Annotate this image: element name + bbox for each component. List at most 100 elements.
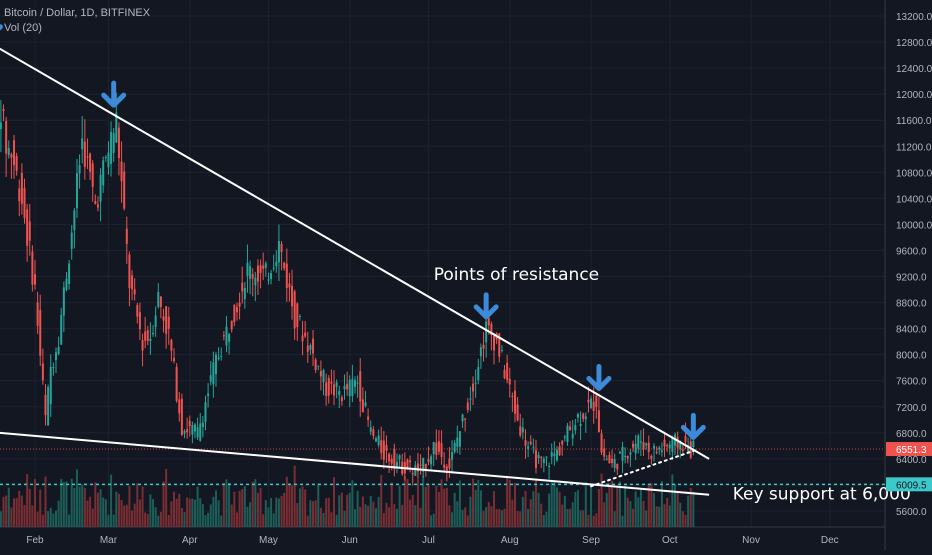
candle-body: [10, 154, 12, 157]
candle-body: [73, 210, 75, 230]
volume-bar: [317, 483, 319, 527]
candle-body: [658, 448, 660, 450]
candle-body: [493, 336, 495, 351]
candle-body: [561, 441, 563, 445]
volume-bar: [406, 479, 408, 527]
volume-bar: [472, 478, 474, 527]
volume-bar: [409, 500, 411, 527]
volume-bar: [86, 501, 88, 527]
volume-bar: [267, 508, 269, 527]
volume-bar: [572, 502, 574, 527]
candle-body: [275, 262, 277, 267]
volume-bar: [52, 514, 54, 527]
candle-body: [283, 263, 285, 268]
candle-body: [669, 445, 671, 449]
volume-indicator-label[interactable]: Vol (20): [4, 21, 150, 36]
candle-body: [170, 340, 172, 351]
volume-bar: [524, 491, 526, 527]
candle-body: [254, 278, 256, 286]
candle-body: [178, 400, 180, 414]
candle-body: [228, 334, 230, 342]
candle-body: [246, 263, 248, 276]
volume-bar: [178, 494, 180, 527]
candle-body: [144, 331, 146, 340]
candle-body: [147, 330, 149, 341]
candle-body: [257, 266, 259, 282]
volume-bar: [656, 506, 658, 527]
volume-bar: [254, 479, 256, 527]
volume-bar: [299, 488, 301, 527]
volume-bar: [181, 508, 183, 527]
candle-body: [189, 421, 191, 426]
volume-bar: [459, 480, 461, 527]
volume-bar: [643, 501, 645, 527]
volume-bar: [456, 501, 458, 527]
candle-body: [582, 413, 584, 419]
volume-bar: [417, 479, 419, 527]
candle-body: [522, 427, 524, 432]
candle-body: [682, 449, 684, 451]
volume-bar: [5, 495, 7, 527]
volume-bar: [275, 497, 277, 527]
price-tick-label: 9600.0: [896, 246, 927, 257]
price-tick-label: 5600.0: [896, 507, 927, 518]
candle-body: [349, 380, 351, 397]
volume-bar: [107, 515, 109, 527]
candle-body: [664, 440, 666, 447]
volume-bar: [535, 480, 537, 527]
price-tick-label: 10400.0: [896, 194, 932, 205]
volume-bar: [218, 500, 220, 527]
price-tick-label: 8000.0: [896, 351, 927, 362]
volume-bar: [309, 500, 311, 527]
volume-bar: [351, 480, 353, 527]
volume-bar: [561, 505, 563, 527]
candle-body: [100, 175, 102, 202]
candle-body: [566, 426, 568, 442]
candle-body: [50, 367, 52, 404]
volume-bar: [34, 479, 36, 527]
volume-bar: [8, 488, 10, 527]
candle-body: [296, 303, 298, 327]
volume-bar: [210, 504, 212, 527]
volume-bar: [73, 488, 75, 527]
candle-body: [126, 229, 128, 244]
candle-body: [123, 171, 125, 208]
candle-body: [3, 109, 5, 111]
volume-bar: [204, 515, 206, 527]
volume-bar: [152, 499, 154, 527]
volume-bar: [441, 479, 443, 527]
candle-body: [71, 233, 73, 249]
candle-body: [485, 322, 487, 343]
month-tick-label: Dec: [821, 535, 839, 546]
volume-bar: [393, 504, 395, 527]
volume-bar: [55, 511, 57, 527]
volume-bar: [173, 492, 175, 527]
candle-body: [134, 289, 136, 294]
volume-bar: [81, 484, 83, 527]
volume-bar: [115, 492, 117, 527]
candle-body: [21, 173, 23, 204]
volume-bar: [189, 499, 191, 527]
volume-bar: [157, 516, 159, 527]
candle-body: [430, 456, 432, 464]
volume-bar: [629, 501, 631, 527]
candle-body: [545, 457, 547, 458]
volume-bar: [464, 507, 466, 527]
volume-bar: [168, 515, 170, 527]
volume-bar: [640, 488, 642, 527]
volume-bar: [574, 492, 576, 527]
candle-body: [412, 473, 414, 474]
candle-body: [278, 241, 280, 262]
volume-bar: [336, 515, 338, 527]
candle-body: [199, 424, 201, 441]
volume-bar: [446, 488, 448, 527]
candle-body: [223, 335, 225, 336]
candle-body: [210, 375, 212, 382]
candle-body: [102, 160, 104, 185]
candle-body: [519, 426, 521, 435]
candle-body: [559, 446, 561, 455]
volume-bar: [671, 474, 673, 527]
candle-body: [606, 459, 608, 460]
